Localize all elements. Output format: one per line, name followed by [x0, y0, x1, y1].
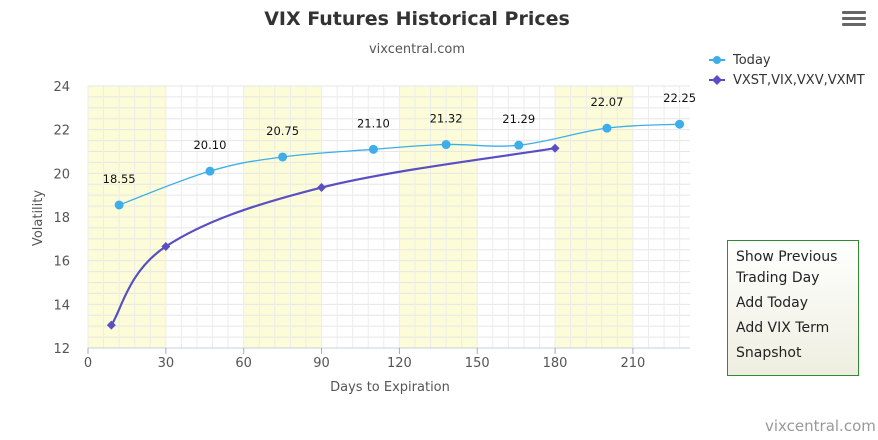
y-axis-title: Volatility: [31, 190, 46, 246]
x-tick-label: 0: [84, 356, 92, 371]
data-label: 20.10: [193, 138, 226, 152]
y-tick-label: 14: [53, 298, 70, 313]
y-tick-label: 16: [53, 255, 70, 270]
x-tick-label: 60: [235, 356, 252, 371]
x-tick-label: 180: [543, 356, 568, 371]
menu-item-show-previous[interactable]: Show Previous Trading Day: [736, 249, 838, 286]
circle-marker-icon: [709, 54, 725, 66]
data-point: [675, 119, 685, 129]
data-label: 21.32: [430, 112, 463, 126]
x-axis-title: Days to Expiration: [330, 380, 450, 395]
data-point: [514, 140, 524, 150]
data-label: 21.29: [502, 112, 535, 126]
data-point: [106, 320, 116, 330]
legend-item-today[interactable]: Today: [709, 50, 865, 70]
menu-item-snapshot[interactable]: Snapshot: [736, 345, 802, 361]
data-label: 18.55: [103, 172, 136, 186]
menu-item-add-vix-term[interactable]: Add VIX Term: [736, 320, 830, 336]
x-tick-label: 120: [387, 356, 412, 371]
credits-link[interactable]: vixcentral.com: [765, 417, 876, 435]
data-label: 22.07: [590, 95, 623, 109]
data-point: [368, 144, 378, 154]
data-point: [550, 143, 560, 153]
legend-label: VXST,VIX,VXV,VXMT: [733, 72, 865, 88]
data-point: [205, 166, 215, 176]
data-point: [278, 152, 288, 162]
chart-title: VIX Futures Historical Prices: [264, 8, 570, 30]
x-tick-label: 90: [313, 356, 330, 371]
data-label: 21.10: [357, 116, 390, 130]
y-tick-label: 12: [53, 342, 70, 357]
chart-menu-button[interactable]: [842, 9, 866, 31]
diamond-marker-icon: [709, 74, 725, 86]
data-point: [161, 241, 171, 251]
x-tick-label: 210: [620, 356, 645, 371]
data-label: 20.75: [266, 124, 299, 138]
data-label: 22.25: [663, 91, 696, 105]
x-tick-label: 30: [158, 356, 175, 371]
data-point: [602, 123, 612, 133]
data-point: [441, 140, 451, 150]
menu-item-add-today[interactable]: Add Today: [736, 295, 809, 311]
chart-subtitle: vixcentral.com: [369, 42, 465, 57]
legend-item-term[interactable]: VXST,VIX,VXV,VXMT: [709, 70, 865, 90]
context-menu: Show Previous Trading Day Add Today Add …: [727, 240, 859, 376]
data-point: [114, 200, 124, 210]
x-tick-label: 150: [465, 356, 490, 371]
legend-label: Today: [733, 52, 771, 68]
y-tick-label: 22: [53, 124, 70, 139]
hamburger-icon: [842, 11, 866, 14]
y-tick-label: 24: [53, 80, 70, 95]
data-point: [317, 183, 327, 193]
series-line-term: [110, 147, 556, 326]
y-tick-label: 18: [53, 211, 70, 226]
legend: Today VXST,VIX,VXV,VXMT: [709, 50, 865, 90]
y-tick-label: 20: [53, 167, 70, 182]
